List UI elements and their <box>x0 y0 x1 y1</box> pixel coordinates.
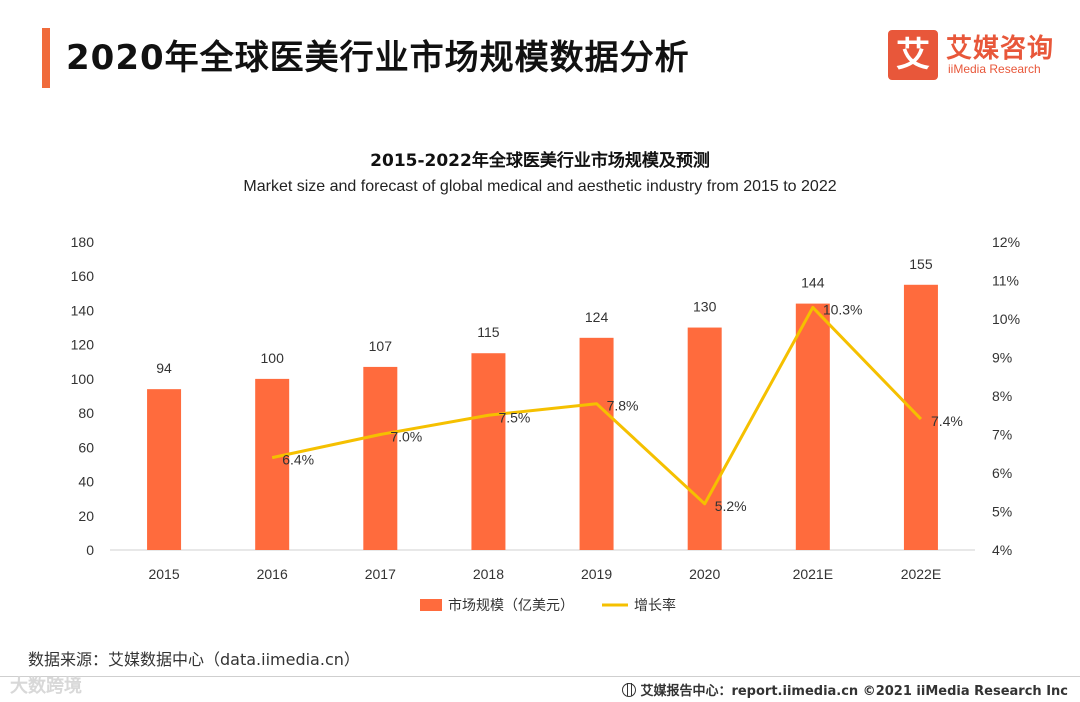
footer-credit: 艾媒报告中心：report.iimedia.cn ©2021 iiMedia R… <box>622 680 1068 699</box>
y-tick-label: 140 <box>71 302 95 318</box>
y-tick-label: 40 <box>78 474 94 490</box>
data-source: 数据来源：艾媒数据中心（data.iimedia.cn） <box>28 650 360 669</box>
legend-line-label: 增长率 <box>634 597 676 614</box>
x-tick-label: 2018 <box>473 566 504 582</box>
growth-rate-label: 7.0% <box>390 429 422 445</box>
y2-tick-label: 8% <box>992 388 1012 404</box>
y-tick-label: 20 <box>78 508 94 524</box>
bar-2015 <box>147 389 182 550</box>
footer-divider <box>0 676 1080 677</box>
y2-tick-label: 11% <box>992 273 1019 289</box>
bar-value-label: 115 <box>477 324 500 340</box>
y2-tick-label: 12% <box>992 234 1020 250</box>
logo-english-name: iiMedia Research <box>948 62 1041 76</box>
globe-icon <box>622 683 637 697</box>
x-tick-label: 2022E <box>901 566 941 582</box>
y-tick-label: 160 <box>71 268 95 284</box>
bar-2019 <box>579 337 614 550</box>
x-tick-label: 2017 <box>365 566 396 582</box>
growth-rate-label: 7.5% <box>498 409 530 425</box>
y2-tick-label: 5% <box>992 504 1012 520</box>
bar-value-label: 155 <box>909 256 933 272</box>
x-tick-label: 2016 <box>257 566 288 582</box>
bar-value-label: 144 <box>801 275 825 291</box>
bar-2017 <box>363 366 398 550</box>
y2-tick-label: 9% <box>992 350 1012 366</box>
logo-chinese-name: 艾媒咨询 <box>946 34 1055 64</box>
y-tick-label: 80 <box>78 405 94 421</box>
chart-title: 2015-2022年全球医美行业市场规模及预测 <box>370 151 710 171</box>
bar-2018 <box>471 353 506 550</box>
x-tick-label: 2015 <box>148 566 179 582</box>
x-tick-label: 2020 <box>689 566 720 582</box>
legend-bar-label: 市场规模（亿美元） <box>448 597 574 614</box>
growth-rate-label: 10.3% <box>823 301 863 317</box>
growth-rate-label: 5.2% <box>715 498 747 514</box>
y2-tick-label: 10% <box>992 311 1020 327</box>
bar-value-label: 107 <box>369 338 393 354</box>
growth-rate-label: 6.4% <box>282 452 314 468</box>
bar-value-label: 94 <box>156 360 172 376</box>
y-tick-label: 120 <box>71 337 95 353</box>
bar-value-label: 124 <box>585 309 609 325</box>
y-tick-label: 100 <box>71 371 95 387</box>
bar-2020 <box>687 327 722 550</box>
y2-tick-label: 7% <box>992 427 1012 443</box>
y-tick-label: 180 <box>71 234 95 250</box>
brand-logo: 艾 艾媒咨询 iiMedia Research <box>888 30 1068 82</box>
title-accent-bar <box>42 28 50 88</box>
y2-tick-label: 4% <box>992 542 1012 558</box>
x-tick-label: 2019 <box>581 566 612 582</box>
growth-rate-label: 7.4% <box>931 413 963 429</box>
bar-value-label: 130 <box>693 299 717 315</box>
legend-bar-swatch <box>420 599 442 611</box>
y2-tick-label: 6% <box>992 465 1012 481</box>
growth-rate-line <box>271 305 923 506</box>
watermark: 大数跨境 <box>10 676 82 697</box>
bar-2021E <box>795 303 830 550</box>
page-title: 2020年全球医美行业市场规模数据分析 <box>66 38 690 78</box>
bar-value-label: 100 <box>261 350 285 366</box>
logo-mark: 艾 <box>888 30 938 80</box>
bar-2016 <box>255 378 290 550</box>
y-tick-label: 0 <box>86 542 94 558</box>
x-tick-label: 2021E <box>793 566 833 582</box>
y-tick-label: 60 <box>78 439 94 455</box>
growth-rate-label: 7.8% <box>607 398 639 414</box>
footer-credit-text: 艾媒报告中心：report.iimedia.cn ©2021 iiMedia R… <box>640 684 1068 699</box>
chart-subtitle: Market size and forecast of global medic… <box>243 178 837 195</box>
market-size-chart: 0 20 40 60 80 100 120 140 160 180 4% 5% 6% 7% 8% 9% 10% 1… <box>71 234 1020 614</box>
